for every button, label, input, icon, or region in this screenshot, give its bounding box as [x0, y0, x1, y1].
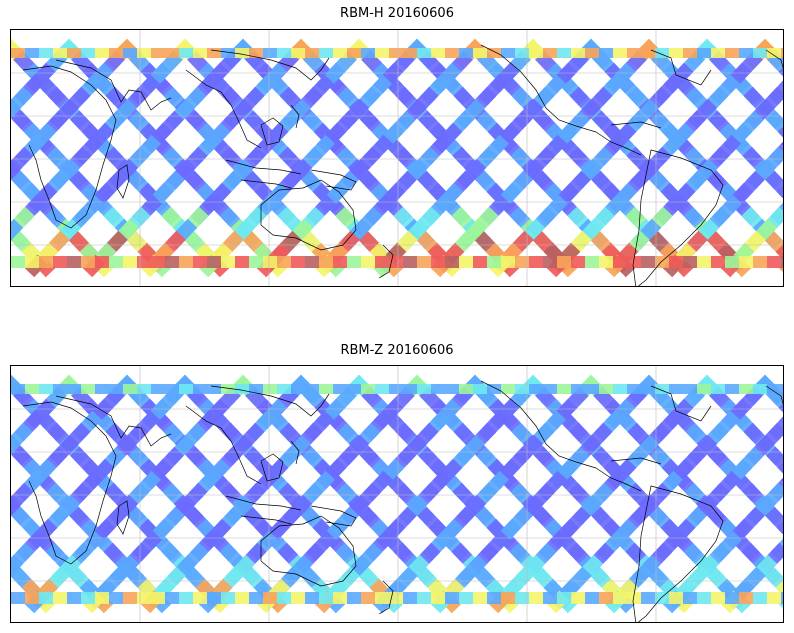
- coastline-segment: [480, 44, 597, 133]
- coastline-segment: [480, 380, 597, 469]
- coastline-segment: [378, 580, 394, 615]
- panel-top-title: RBM-H 20160606: [340, 6, 454, 21]
- coastlines: [22, 380, 783, 622]
- coastline-segment: [378, 244, 394, 279]
- coastline-segment: [225, 159, 302, 175]
- coastline-segment: [650, 385, 712, 422]
- coastline-segment: [260, 515, 357, 587]
- swath-layer: [11, 374, 783, 614]
- coastline-segment: [290, 104, 300, 129]
- coastline-segment: [210, 385, 330, 417]
- graticule: [11, 30, 783, 286]
- coastline-segment: [310, 169, 357, 191]
- panel-bottom-title: RBM-Z 20160606: [340, 343, 454, 358]
- coastline-segment: [632, 485, 724, 622]
- coastline-segment: [22, 401, 117, 565]
- coastline-segment: [55, 395, 172, 447]
- coastline-segment: [210, 49, 330, 81]
- coastline-segment: [610, 121, 662, 129]
- satellite-swath-map-top: [11, 30, 783, 286]
- coastline-segment: [650, 49, 712, 86]
- coastline-segment: [55, 59, 172, 111]
- coastline-segment: [765, 49, 783, 69]
- coastline-segment: [260, 117, 284, 146]
- coastline-segment: [225, 495, 302, 511]
- coastlines: [22, 44, 783, 286]
- satellite-swath-map-bottom: [11, 366, 783, 622]
- coastline-segment: [116, 164, 130, 199]
- map-panel-bottom: [10, 365, 784, 623]
- coastline-segment: [185, 69, 262, 149]
- coastline-segment: [22, 65, 117, 229]
- coastline-segment: [610, 457, 662, 465]
- coastline-segment: [290, 440, 300, 465]
- coastline-segment: [310, 505, 357, 527]
- coastline-segment: [595, 467, 642, 492]
- coastline-segment: [260, 453, 284, 482]
- coastline-segment: [240, 179, 292, 189]
- coastline-segment: [765, 385, 783, 405]
- graticule: [11, 366, 783, 622]
- coastline-segment: [632, 149, 724, 286]
- coastline-segment: [116, 500, 130, 535]
- coastline-segment: [260, 179, 357, 251]
- coastline-segment: [240, 515, 292, 525]
- coastline-segment: [595, 131, 642, 156]
- map-panel-top: [10, 29, 784, 287]
- coastline-segment: [185, 405, 262, 485]
- swath-layer: [11, 38, 783, 278]
